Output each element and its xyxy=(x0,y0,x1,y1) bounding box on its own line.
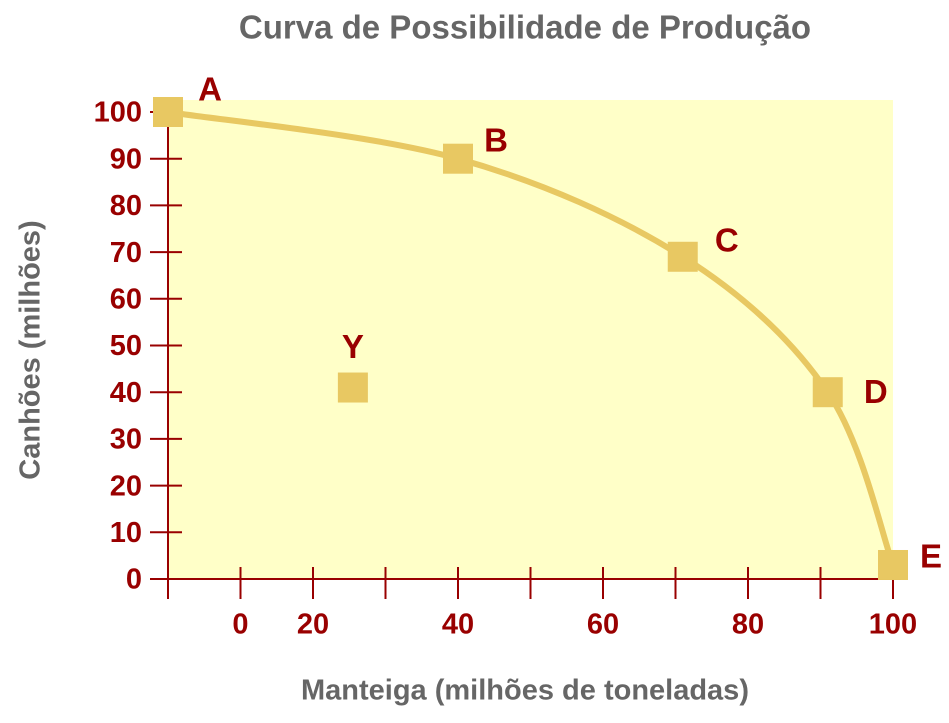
y-tick-label: 0 xyxy=(126,564,142,596)
y-tick-label: 50 xyxy=(110,330,142,362)
x-tick-label: 80 xyxy=(732,609,764,641)
y-tick-label: 80 xyxy=(110,190,142,222)
y-tick-label: 40 xyxy=(110,377,142,409)
chart-title: Curva de Possibilidade de Produção xyxy=(239,9,811,46)
y-tick-label: 60 xyxy=(110,283,142,315)
point-marker xyxy=(878,549,908,580)
point-marker xyxy=(153,97,183,127)
point-marker xyxy=(443,143,473,174)
point-label: B xyxy=(484,121,508,158)
y-tick-label: 100 xyxy=(94,97,142,129)
point-marker xyxy=(812,377,843,408)
point-label: D xyxy=(864,373,888,410)
point-label: C xyxy=(715,221,739,258)
x-tick-label: 100 xyxy=(869,609,917,641)
y-axis-label: Canhões (milhões) xyxy=(15,220,47,479)
x-tick-label: 60 xyxy=(587,609,619,641)
x-tick-label: 0 xyxy=(232,609,248,641)
point-marker xyxy=(667,241,698,272)
point-label: E xyxy=(920,538,942,575)
x-tick-label: 40 xyxy=(442,609,474,641)
y-tick-label: 70 xyxy=(110,237,142,269)
y-tick-label: 30 xyxy=(110,424,142,456)
point-label: Y xyxy=(342,328,364,365)
point-label: A xyxy=(198,71,222,108)
y-tick-label: 90 xyxy=(110,143,142,175)
x-tick-label: 20 xyxy=(297,609,329,641)
frontier-curve xyxy=(167,109,896,567)
y-tick-label: 10 xyxy=(110,517,142,549)
x-axis-label: Manteiga (milhões de toneladas) xyxy=(301,675,749,707)
y-tick-label: 20 xyxy=(110,470,142,502)
point-marker xyxy=(337,372,368,403)
